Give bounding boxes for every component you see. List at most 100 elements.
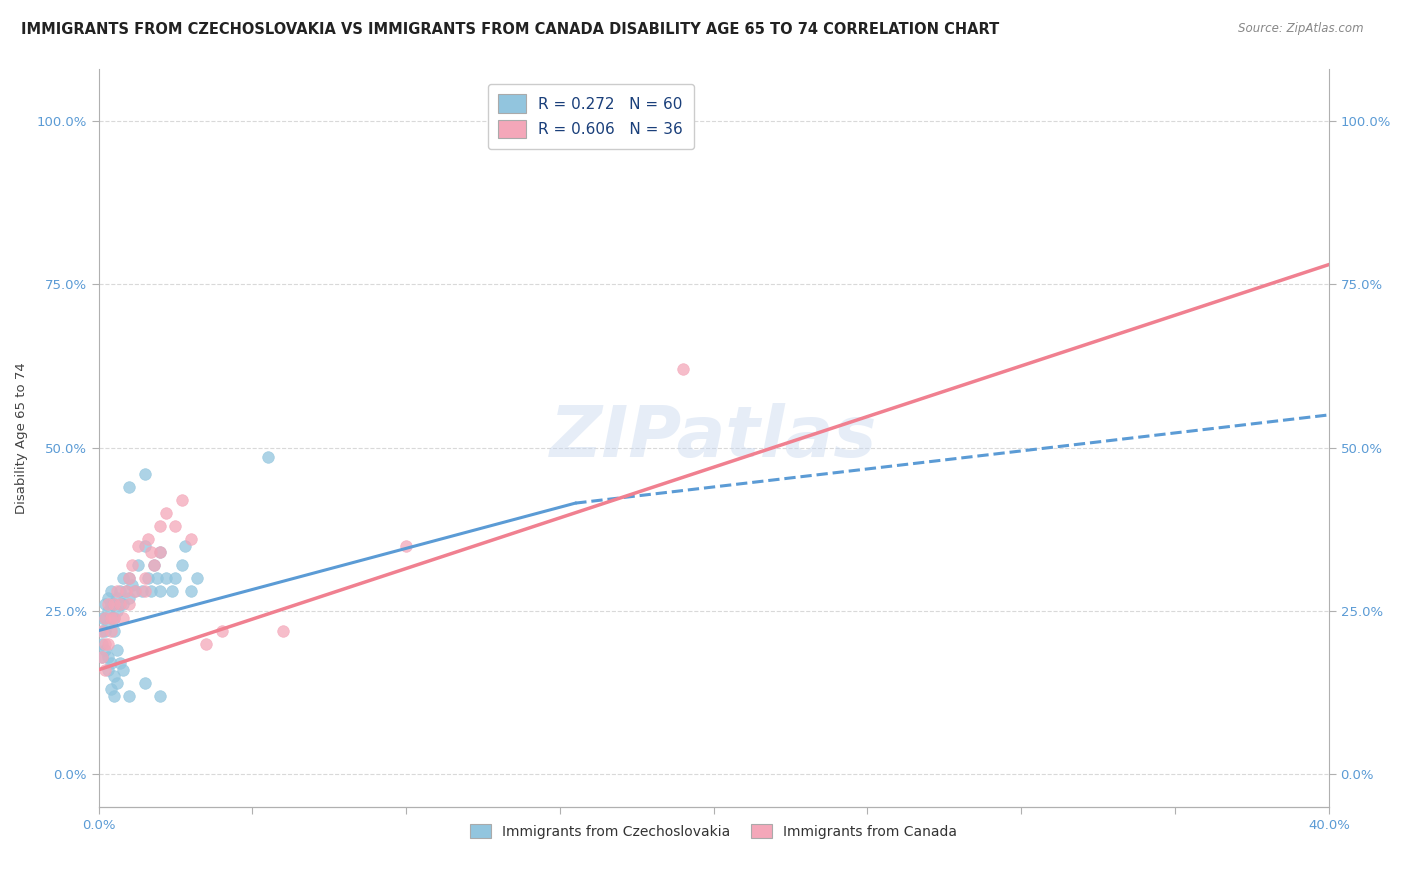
Point [112, 610, 135, 624]
Point [97, 617, 120, 632]
Point [142, 558, 165, 573]
Point [395, 539, 418, 553]
Point [100, 610, 122, 624]
Point [97, 649, 120, 664]
Point [134, 584, 156, 599]
Point [90, 649, 112, 664]
Point [100, 624, 122, 638]
Point [186, 571, 208, 585]
Point [105, 584, 128, 599]
Point [93, 624, 115, 638]
Point [108, 657, 131, 671]
Point [146, 571, 169, 585]
Point [108, 598, 131, 612]
Point [93, 598, 115, 612]
Point [112, 598, 135, 612]
Point [118, 571, 141, 585]
Point [103, 624, 125, 638]
Point [142, 558, 165, 573]
Point [124, 584, 146, 599]
Point [118, 689, 141, 703]
Point [112, 663, 135, 677]
Point [97, 598, 120, 612]
Point [108, 598, 131, 612]
Point [165, 519, 187, 533]
Point [112, 571, 135, 585]
Point [100, 610, 122, 624]
Point [93, 610, 115, 624]
Point [115, 584, 138, 599]
Point [128, 558, 150, 573]
Point [105, 643, 128, 657]
Point [100, 584, 122, 599]
Point [155, 571, 177, 585]
Point [100, 682, 122, 697]
Point [90, 637, 112, 651]
Point [149, 545, 172, 559]
Point [93, 610, 115, 624]
Point [93, 663, 115, 677]
Point [93, 637, 115, 651]
Point [90, 624, 112, 638]
Point [134, 467, 156, 481]
Point [115, 584, 138, 599]
Point [90, 624, 112, 638]
Point [271, 624, 294, 638]
Point [149, 689, 172, 703]
Point [149, 519, 172, 533]
Point [108, 584, 131, 599]
Point [103, 610, 125, 624]
Text: Source: ZipAtlas.com: Source: ZipAtlas.com [1239, 22, 1364, 36]
Point [118, 480, 141, 494]
Point [100, 657, 122, 671]
Point [118, 598, 141, 612]
Point [105, 591, 128, 605]
Point [173, 539, 195, 553]
Text: IMMIGRANTS FROM CZECHOSLOVAKIA VS IMMIGRANTS FROM CANADA DISABILITY AGE 65 TO 74: IMMIGRANTS FROM CZECHOSLOVAKIA VS IMMIGR… [21, 22, 1000, 37]
Point [118, 591, 141, 605]
Point [124, 584, 146, 599]
Point [93, 643, 115, 657]
Point [128, 539, 150, 553]
Point [195, 637, 218, 651]
Point [149, 584, 172, 599]
Point [97, 591, 120, 605]
Point [105, 676, 128, 690]
Point [180, 532, 202, 546]
Point [256, 450, 278, 465]
Point [118, 571, 141, 585]
Point [90, 649, 112, 664]
Point [170, 492, 193, 507]
Point [121, 558, 143, 573]
Point [121, 578, 143, 592]
Point [139, 545, 162, 559]
Point [134, 539, 156, 553]
Point [134, 571, 156, 585]
Point [672, 362, 695, 376]
Point [136, 571, 159, 585]
Point [103, 669, 125, 683]
Point [134, 676, 156, 690]
Point [165, 571, 187, 585]
Point [162, 584, 184, 599]
Point [103, 689, 125, 703]
Point [97, 637, 120, 651]
Point [131, 584, 153, 599]
Point [105, 604, 128, 618]
Point [155, 506, 177, 520]
Y-axis label: Disability Age 65 to 74: Disability Age 65 to 74 [15, 362, 28, 514]
Point [103, 598, 125, 612]
Point [211, 624, 233, 638]
Point [97, 604, 120, 618]
Point [136, 532, 159, 546]
Point [103, 610, 125, 624]
Text: ZIPatlas: ZIPatlas [550, 403, 877, 472]
Point [170, 558, 193, 573]
Point [139, 584, 162, 599]
Point [97, 663, 120, 677]
Point [180, 584, 202, 599]
Point [100, 598, 122, 612]
Legend: Immigrants from Czechoslovakia, Immigrants from Canada: Immigrants from Czechoslovakia, Immigran… [464, 819, 963, 845]
Point [103, 598, 125, 612]
Point [149, 545, 172, 559]
